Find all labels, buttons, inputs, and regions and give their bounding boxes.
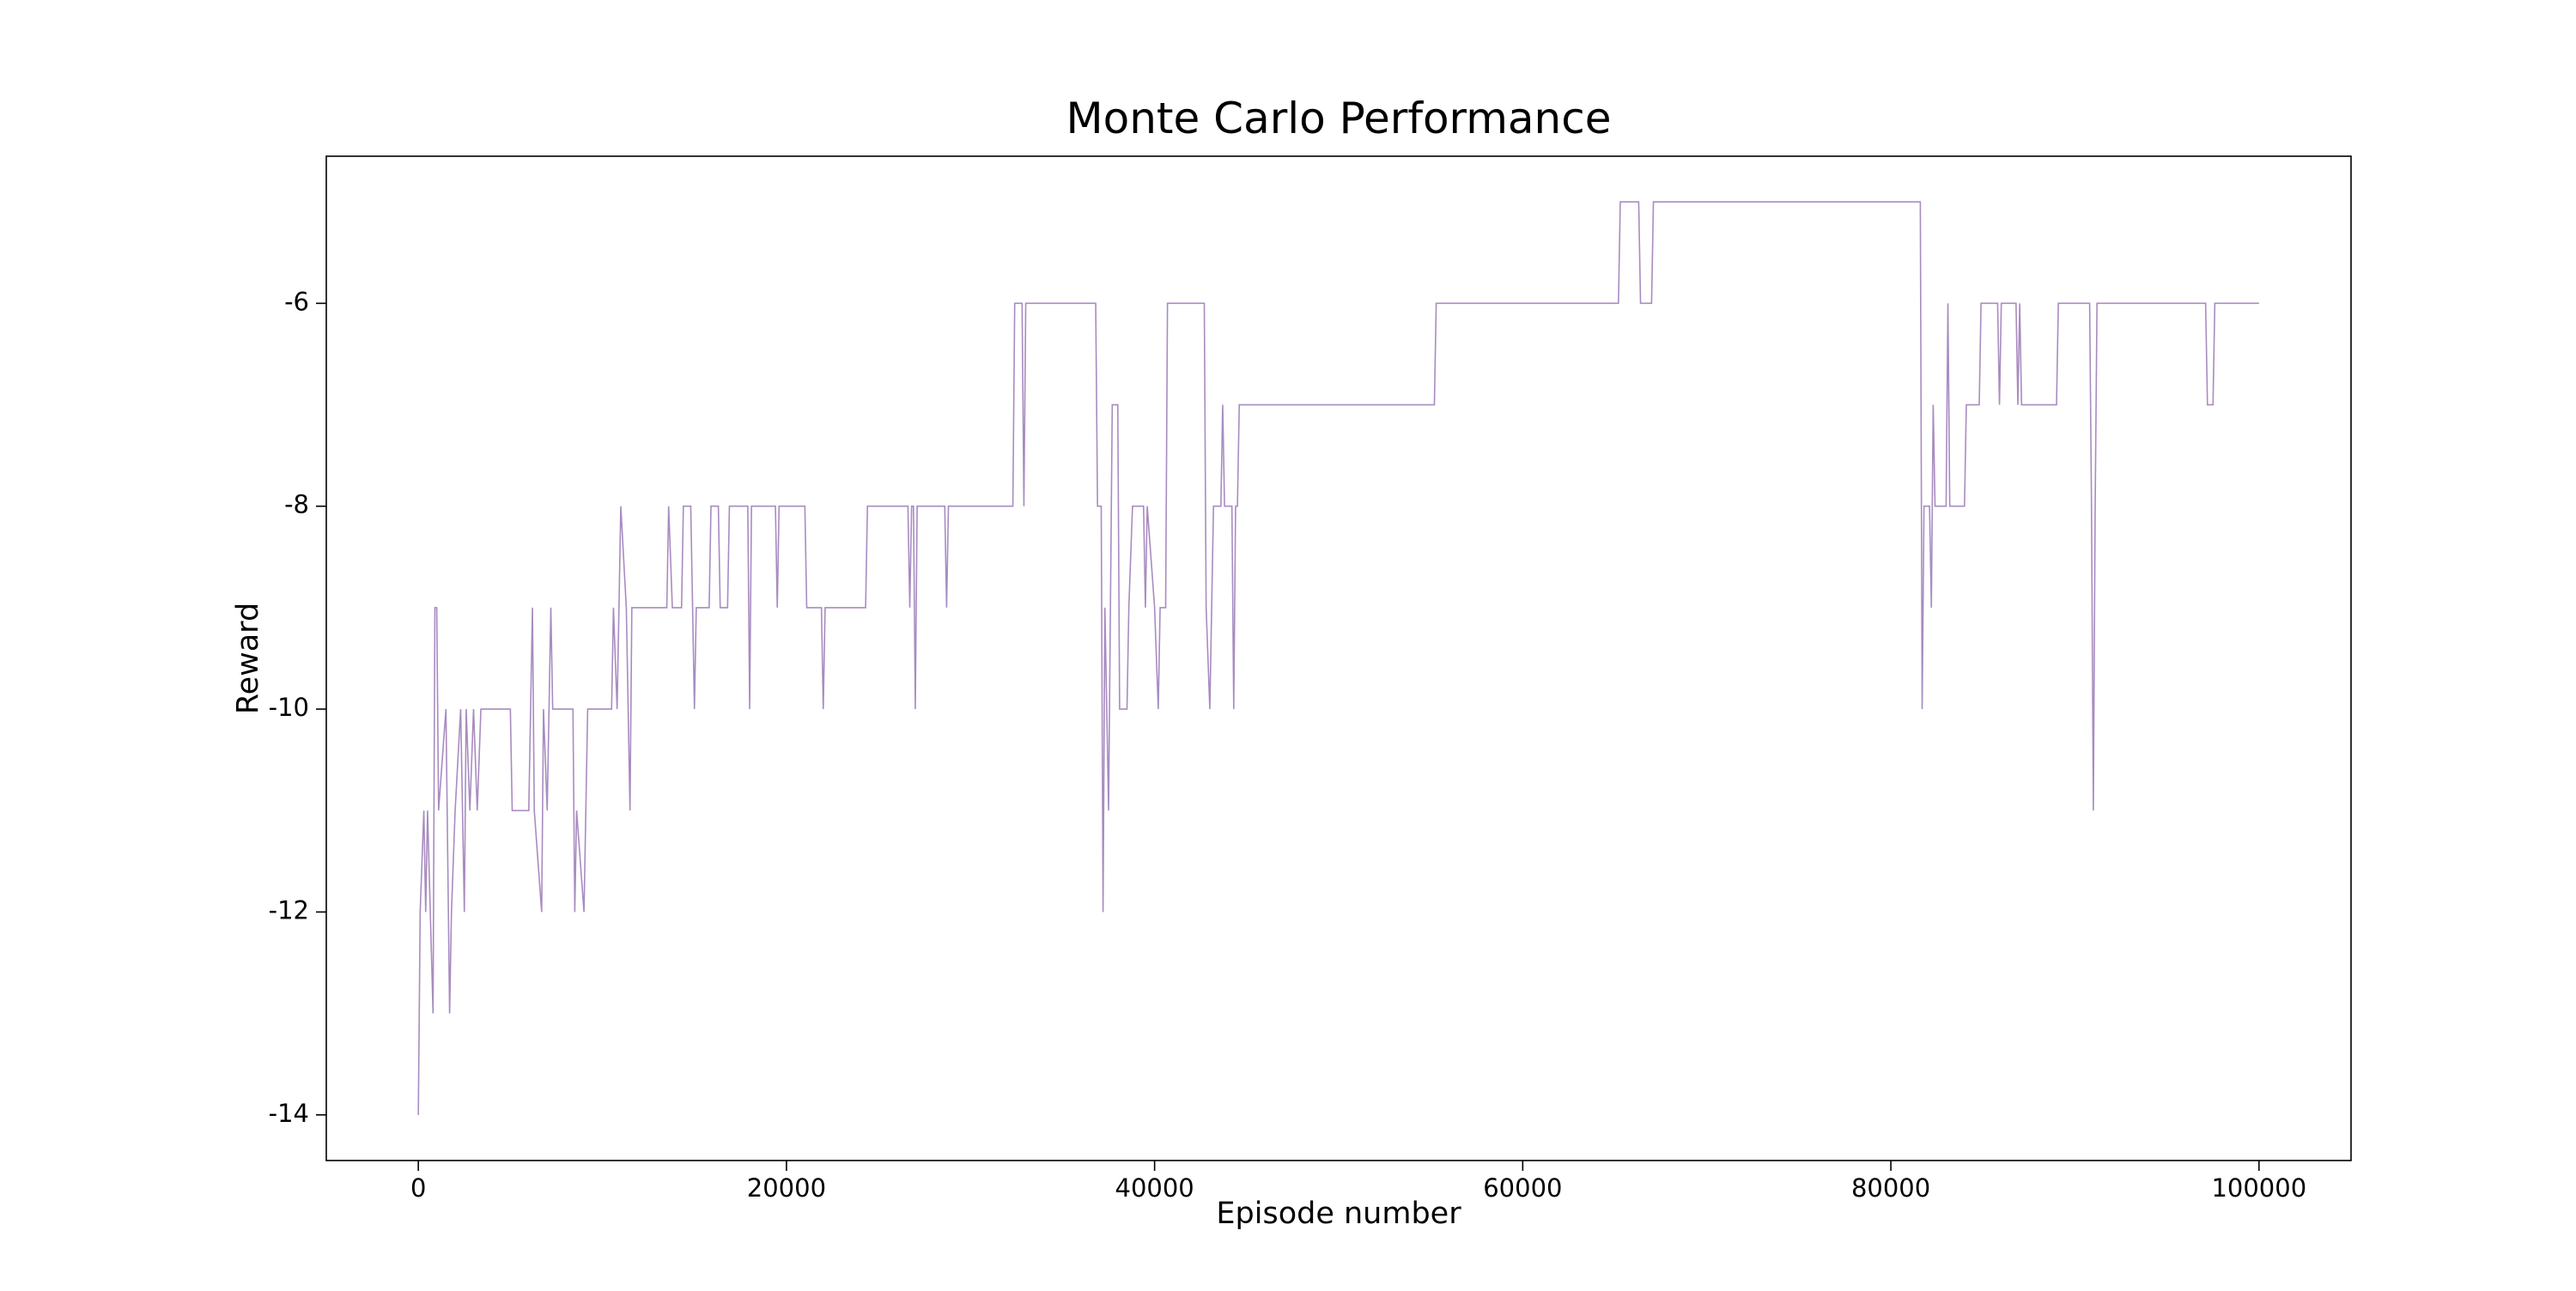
- x-tick-label: 60000: [1483, 1173, 1562, 1203]
- x-tick-label: 100000: [2211, 1173, 2306, 1203]
- y-tick-label: -10: [269, 693, 309, 722]
- y-tick-label: -8: [284, 490, 309, 519]
- y-tick-label: -12: [269, 895, 309, 924]
- y-tick-label: -14: [269, 1099, 309, 1128]
- y-tick-label: -6: [284, 287, 309, 316]
- x-tick-label: 0: [410, 1173, 426, 1203]
- x-axis-label: Episode number: [1216, 1197, 1461, 1231]
- y-axis-label: Reward: [231, 603, 265, 714]
- x-tick-label: 80000: [1851, 1173, 1930, 1203]
- x-tick-label: 40000: [1115, 1173, 1194, 1203]
- plot-frame: [325, 155, 2352, 1161]
- chart-title: Monte Carlo Performance: [1066, 94, 1611, 143]
- x-tick-label: 20000: [747, 1173, 826, 1203]
- data-line: [417, 201, 2259, 1115]
